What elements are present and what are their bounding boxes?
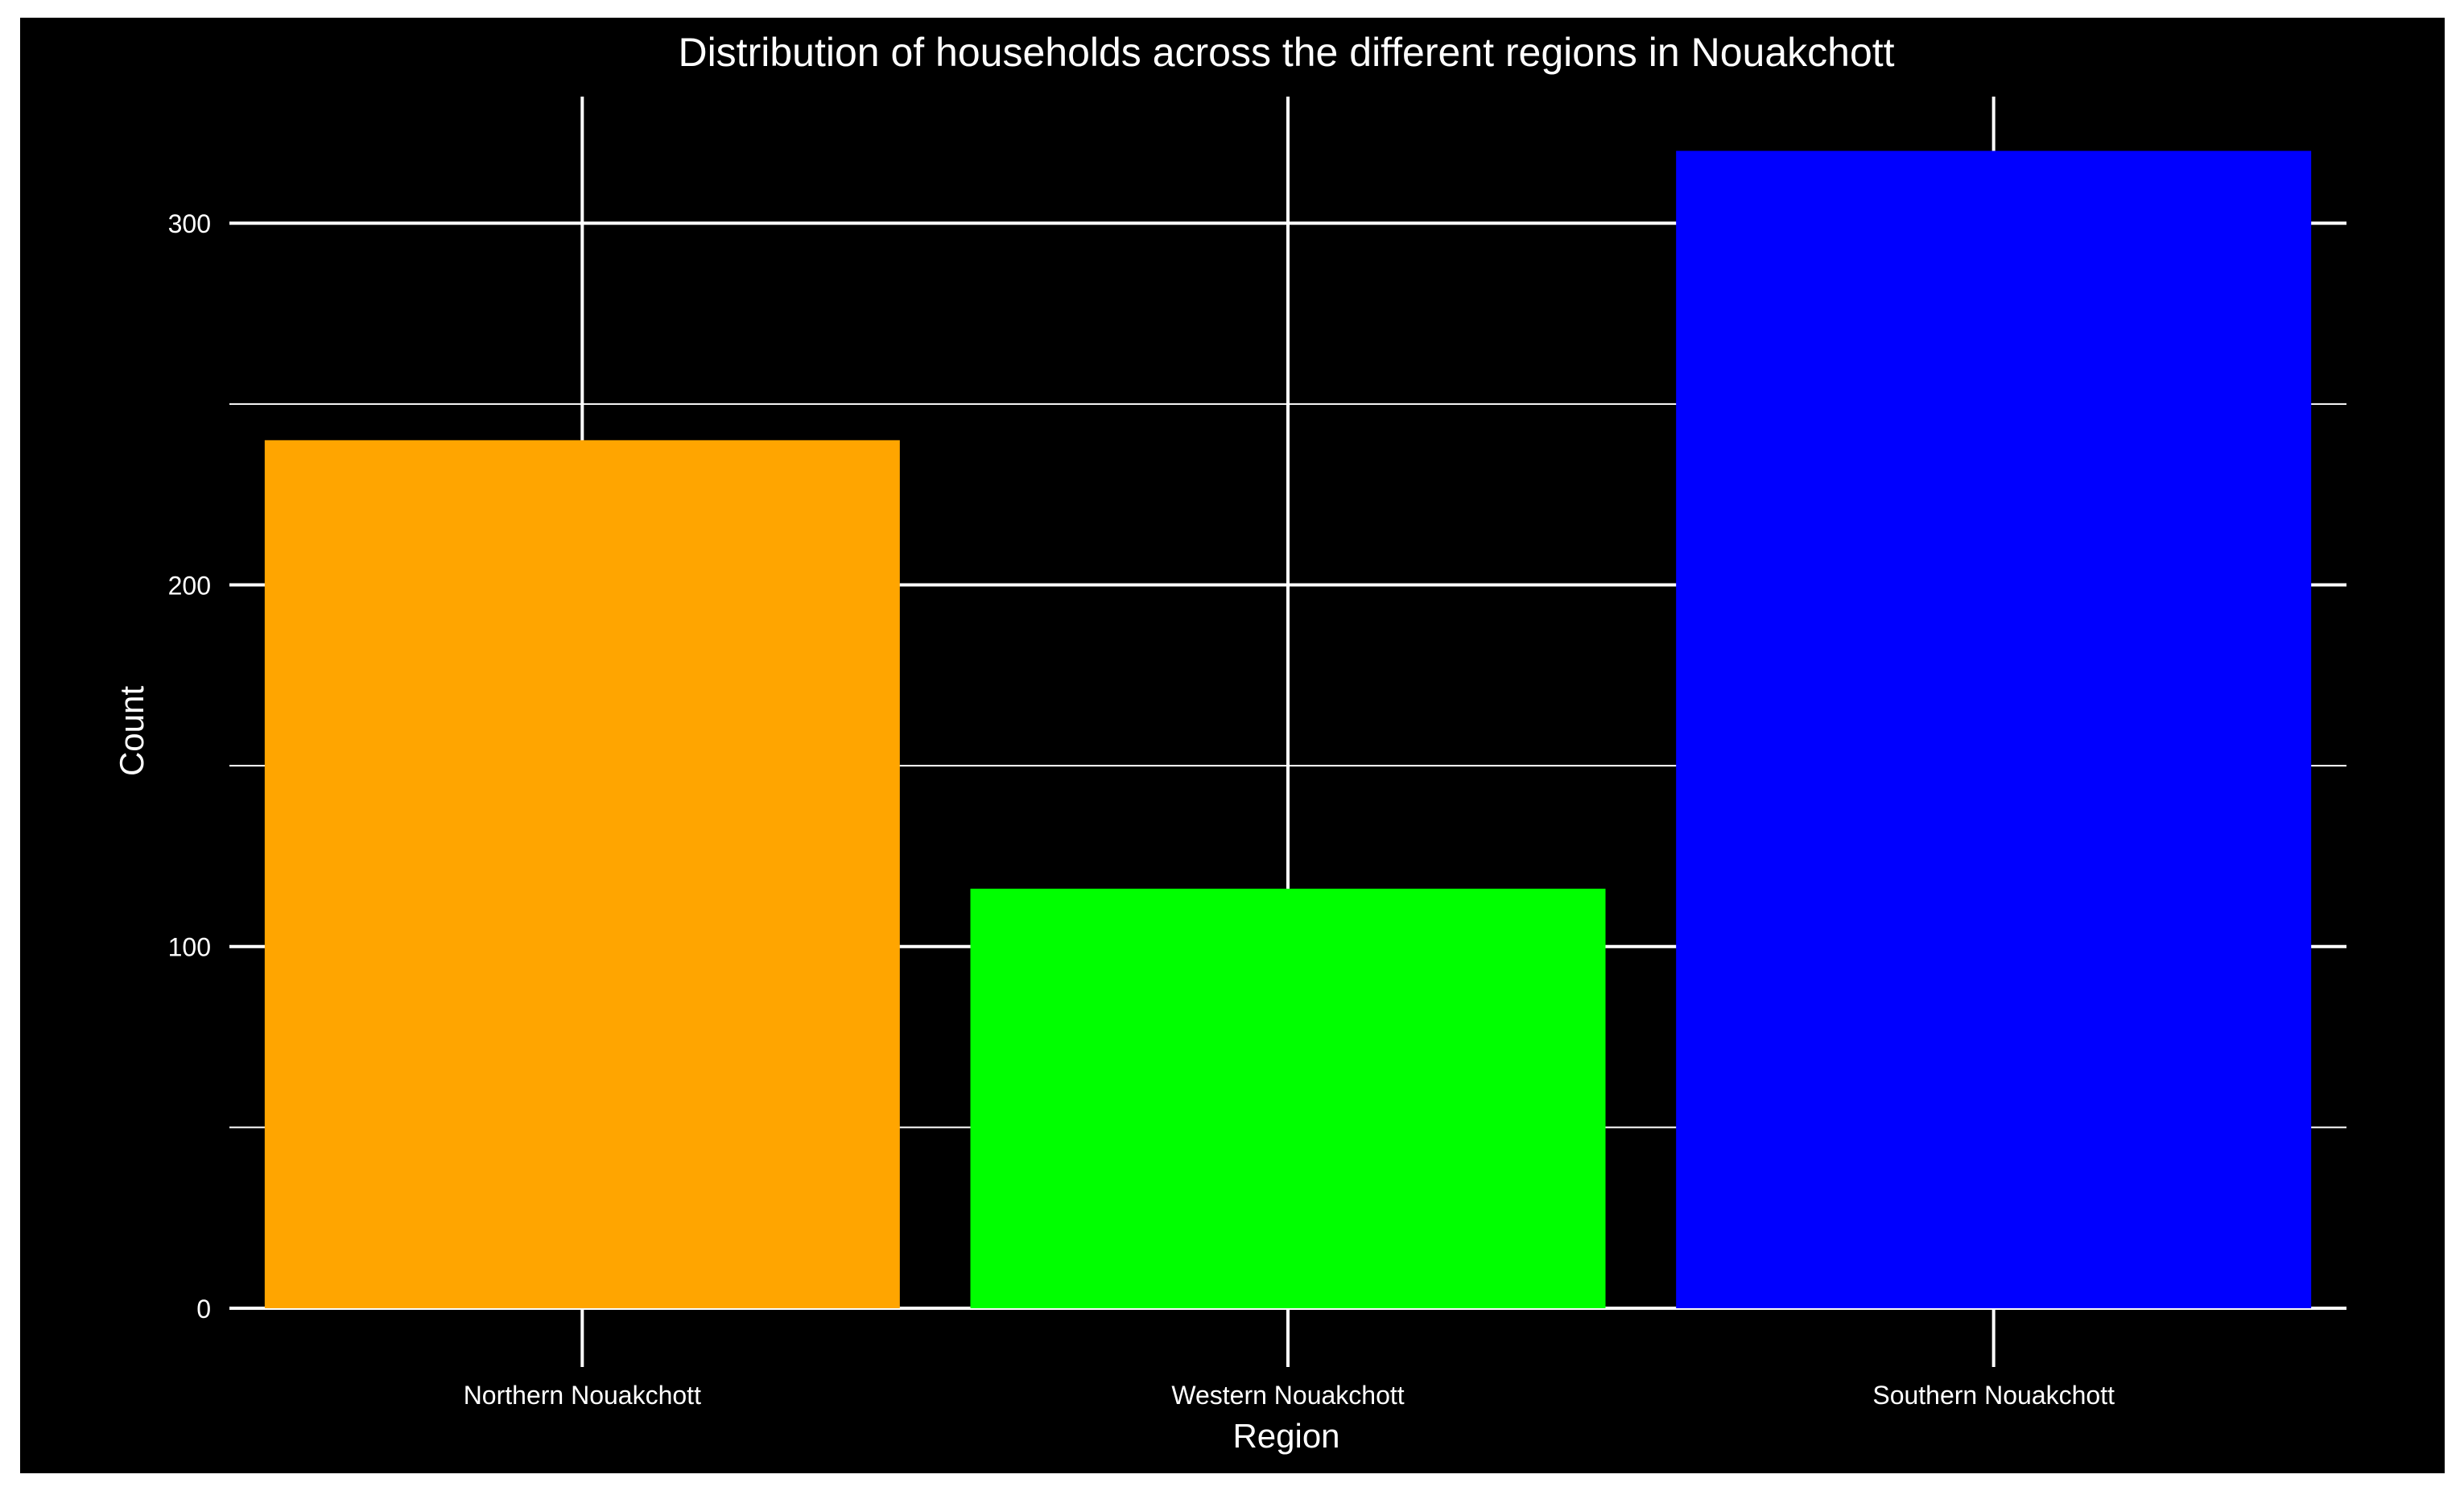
x-axis-label: Region [1232,1417,1339,1455]
y-tick-label: 300 [168,209,211,238]
bar-southern-nouakchott [1676,151,2312,1308]
y-axis-label: Count [113,686,151,776]
chart-title: Distribution of households across the di… [678,30,1894,75]
y-tick-label: 200 [168,571,211,600]
y-tick-label: 0 [196,1295,211,1324]
x-tick-label: Western Nouakchott [1171,1381,1404,1410]
bar-western-nouakchott [970,888,1606,1308]
bars-layer [264,151,2312,1308]
ticks-layer: 0 100 200 300 Northern Nouakchott Western Nou… [168,209,2115,1410]
bar-northern-nouakchott [264,440,900,1308]
y-tick-label: 100 [168,933,211,962]
x-tick-label: Northern Nouakchott [464,1381,701,1410]
x-tick-label: Southern Nouakchott [1872,1381,2115,1410]
